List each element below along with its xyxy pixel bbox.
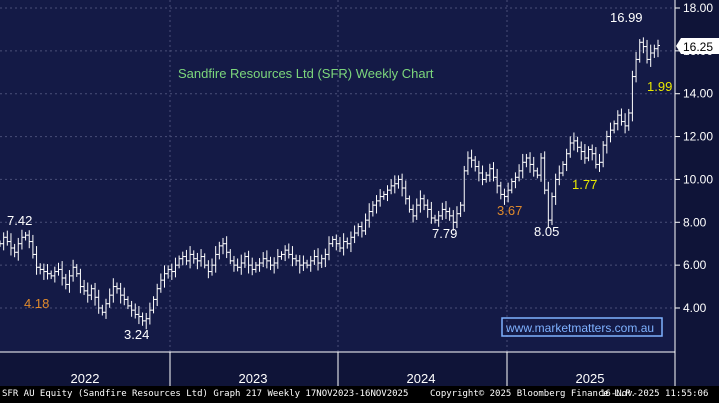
- footer-bar: SFR AU Equity (Sandfire Resources Ltd) G…: [0, 386, 719, 403]
- gridlines: [0, 0, 675, 352]
- last-price-tag: 16.25: [676, 38, 719, 54]
- watermark-link[interactable]: www.marketmatters.com.au: [505, 321, 654, 335]
- y-tick-label: 14.00: [683, 87, 713, 101]
- price-bars: [0, 37, 660, 330]
- y-tick-label: 6.00: [683, 258, 707, 272]
- y-tick-label: 18.00: [683, 1, 713, 15]
- annotation-label: 1.99: [647, 79, 672, 94]
- annotation-label: 8.05: [534, 224, 559, 239]
- y-tick-label: 8.00: [683, 215, 707, 229]
- x-tick-label: 2024: [407, 371, 436, 386]
- chart-title: Sandfire Resources Ltd (SFR) Weekly Char…: [178, 66, 434, 81]
- annotation-label: 7.42: [7, 213, 32, 228]
- footer-timestamp: 16-Nov-2025 11:55:06: [600, 389, 709, 399]
- y-tick-label: 12.00: [683, 130, 713, 144]
- annotation-label: 3.24: [124, 327, 149, 342]
- x-tick-label: 2023: [239, 371, 268, 386]
- annotation-label: 4.18: [24, 296, 49, 311]
- annotation-label: 7.79: [432, 226, 457, 241]
- y-tick-label: 10.00: [683, 172, 713, 186]
- annotation-label: 3.67: [497, 203, 522, 218]
- annotation-label: 16.99: [610, 10, 643, 25]
- y-tick-label: 4.00: [683, 301, 707, 315]
- footer-copyright: Copyright© 2025 Bloomberg Finance L.P.: [430, 389, 636, 399]
- last-price-value: 16.25: [683, 40, 713, 54]
- price-bar: [656, 39, 660, 58]
- annotation-label: 1.77: [572, 177, 597, 192]
- x-tick-label: 2025: [576, 371, 605, 386]
- price-annotations: 7.42 4.18 3.24 7.79 3.67 8.05 1.77 16.99 1.99: [7, 10, 672, 342]
- x-axis-labels: 2022 2023 2024 2025: [71, 352, 605, 386]
- x-tick-label: 2022: [71, 371, 100, 386]
- footer-security: SFR AU Equity (Sandfire Resources Ltd) G…: [2, 389, 409, 399]
- y-axis-panel: [675, 0, 719, 386]
- watermark-box[interactable]: www.marketmatters.com.au: [501, 317, 663, 337]
